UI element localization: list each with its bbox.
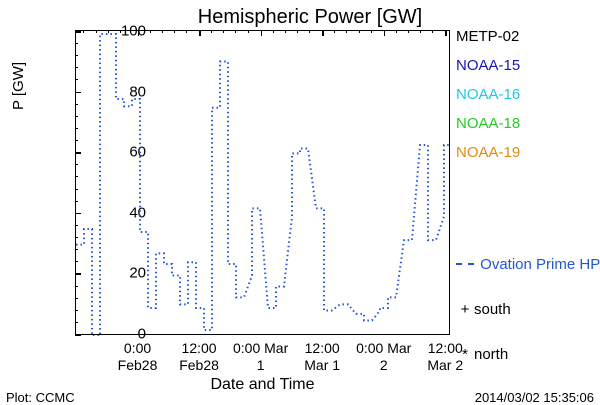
- xtick-label-1: 12:00 Feb28: [169, 334, 229, 374]
- plot-area: 100 80 60 40 20 0 0:00 Feb28 12:00 Feb28…: [75, 30, 450, 335]
- legend-item-ovation-prime-hpi: Ovation Prime HPI: [456, 256, 596, 273]
- xtick-label-3: 12:00 Mar 1: [292, 334, 352, 374]
- legend-item-noaa19: NOAA-19: [456, 144, 596, 161]
- legend-item-noaa15: NOAA-15: [456, 57, 596, 74]
- north-marker-icon: *: [456, 346, 474, 363]
- ovation-dash-icon: [456, 263, 474, 265]
- legend: METP-02 NOAA-15 NOAA-16 NOAA-18 NOAA-19 …: [456, 28, 596, 363]
- power-step-line: [76, 31, 451, 336]
- xtick-label-0: 0:00 Feb28: [108, 334, 168, 374]
- legend-item-north-marker: * north: [456, 346, 596, 363]
- y-axis-label: P [GW]: [10, 62, 27, 110]
- x-axis-label: Date and Time: [75, 376, 450, 394]
- chart-title: Hemispheric Power [GW]: [150, 6, 470, 29]
- legend-item-south-marker: + south: [456, 301, 596, 318]
- south-marker-icon: +: [456, 301, 474, 318]
- legend-item-metp02: METP-02: [456, 28, 596, 45]
- plot-footer-right: 2014/03/02 15:35:06: [475, 390, 594, 405]
- plot-footer-left: Plot: CCMC: [6, 390, 75, 405]
- xtick-label-2: 0:00 Mar 1: [231, 334, 291, 374]
- legend-item-noaa18: NOAA-18: [456, 115, 596, 132]
- xtick-label-4: 0:00 Mar 2: [354, 334, 414, 374]
- legend-item-noaa16: NOAA-16: [456, 86, 596, 103]
